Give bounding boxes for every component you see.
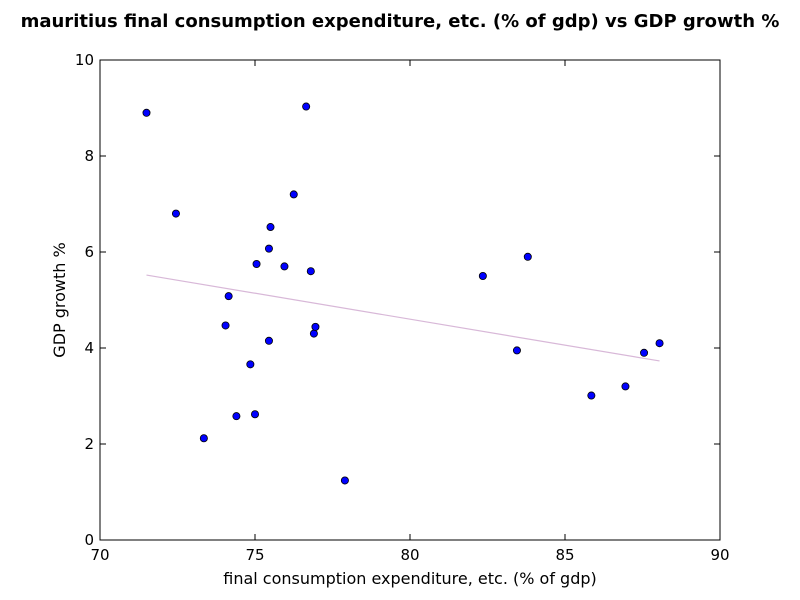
data-point	[512, 346, 521, 355]
data-point	[250, 410, 259, 419]
y-tick-label: 0	[84, 531, 94, 549]
axis-ticks-layer: 70 75 80 85 90 0 2 4 6 8 10	[75, 51, 730, 564]
x-tick-label: 75	[245, 546, 264, 564]
data-point	[280, 262, 289, 271]
data-point	[221, 321, 230, 330]
data-point	[523, 252, 532, 261]
y-tick-label: 4	[84, 339, 94, 357]
data-point	[587, 391, 596, 400]
data-point	[640, 348, 649, 357]
data-point	[621, 382, 630, 391]
data-point	[340, 476, 349, 485]
data-point	[264, 244, 273, 253]
data-point	[232, 412, 241, 421]
plot-frame	[99, 59, 721, 541]
data-point	[478, 271, 487, 280]
data-point	[246, 360, 255, 369]
data-point	[306, 267, 315, 276]
data-point	[264, 336, 273, 345]
data-point	[252, 259, 261, 268]
data-point	[309, 329, 318, 338]
data-point	[199, 434, 208, 443]
y-tick-label: 10	[75, 51, 94, 69]
data-point	[224, 292, 233, 301]
x-axis-label: final consumption expenditure, etc. (% o…	[223, 569, 597, 588]
x-tick-label: 80	[400, 546, 419, 564]
y-tick-label: 2	[84, 435, 94, 453]
y-tick-label: 6	[84, 243, 94, 261]
trend-line	[146, 274, 660, 362]
y-tick-label: 8	[84, 147, 94, 165]
data-point	[302, 102, 311, 111]
chart-title: mauritius final consumption expenditure,…	[21, 11, 780, 32]
x-tick-label: 85	[555, 546, 574, 564]
x-tick-label: 90	[710, 546, 729, 564]
y-axis-label: GDP growth %	[50, 242, 69, 357]
data-point	[142, 108, 151, 117]
x-tick-label: 70	[90, 546, 109, 564]
data-point	[311, 322, 320, 331]
data-points-layer	[142, 102, 664, 485]
data-point	[655, 339, 664, 348]
data-point	[289, 190, 298, 199]
data-point	[171, 209, 180, 218]
trend-line-layer	[146, 274, 660, 362]
data-point	[266, 223, 275, 232]
